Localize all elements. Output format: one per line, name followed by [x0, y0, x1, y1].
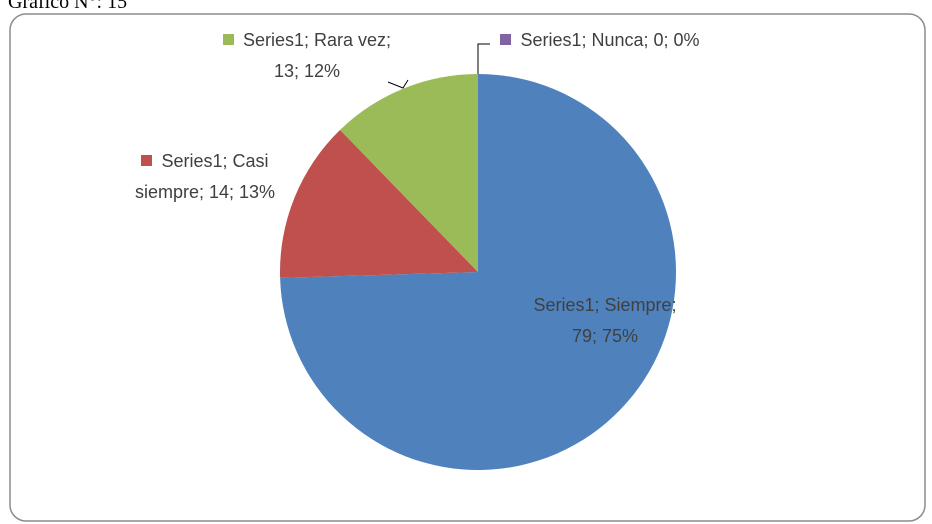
- data-label-box: Series1; Casi siempre; 14; 13%: [120, 146, 290, 208]
- legend-key: [500, 34, 512, 45]
- data-label-box: Series1; Rara vez; 13; 12%: [212, 25, 402, 87]
- chart-title: Gráfico N°: 15: [8, 0, 128, 13]
- leader-line: [387, 79, 409, 89]
- data-label-box: Series1; Nunca; 0; 0%: [500, 25, 700, 56]
- data-label: Series1; Rara vez; 13; 12%: [242, 30, 392, 81]
- legend-key: [141, 155, 153, 166]
- data-label: Series1; Casi siempre; 14; 13%: [134, 151, 276, 202]
- pie-slice: Siempre: [280, 74, 676, 470]
- data-label-box: Series1; Siempre; 79; 75%: [530, 290, 680, 352]
- data-label: Series1; Siempre; 79; 75%: [533, 295, 677, 346]
- pie-slice: Casi siempre: [279, 129, 478, 278]
- leader-line: [477, 43, 490, 74]
- pie-slice: Rara vez: [340, 74, 478, 272]
- data-label: Series1; Nunca; 0; 0%: [520, 30, 700, 50]
- legend-key: [222, 34, 234, 45]
